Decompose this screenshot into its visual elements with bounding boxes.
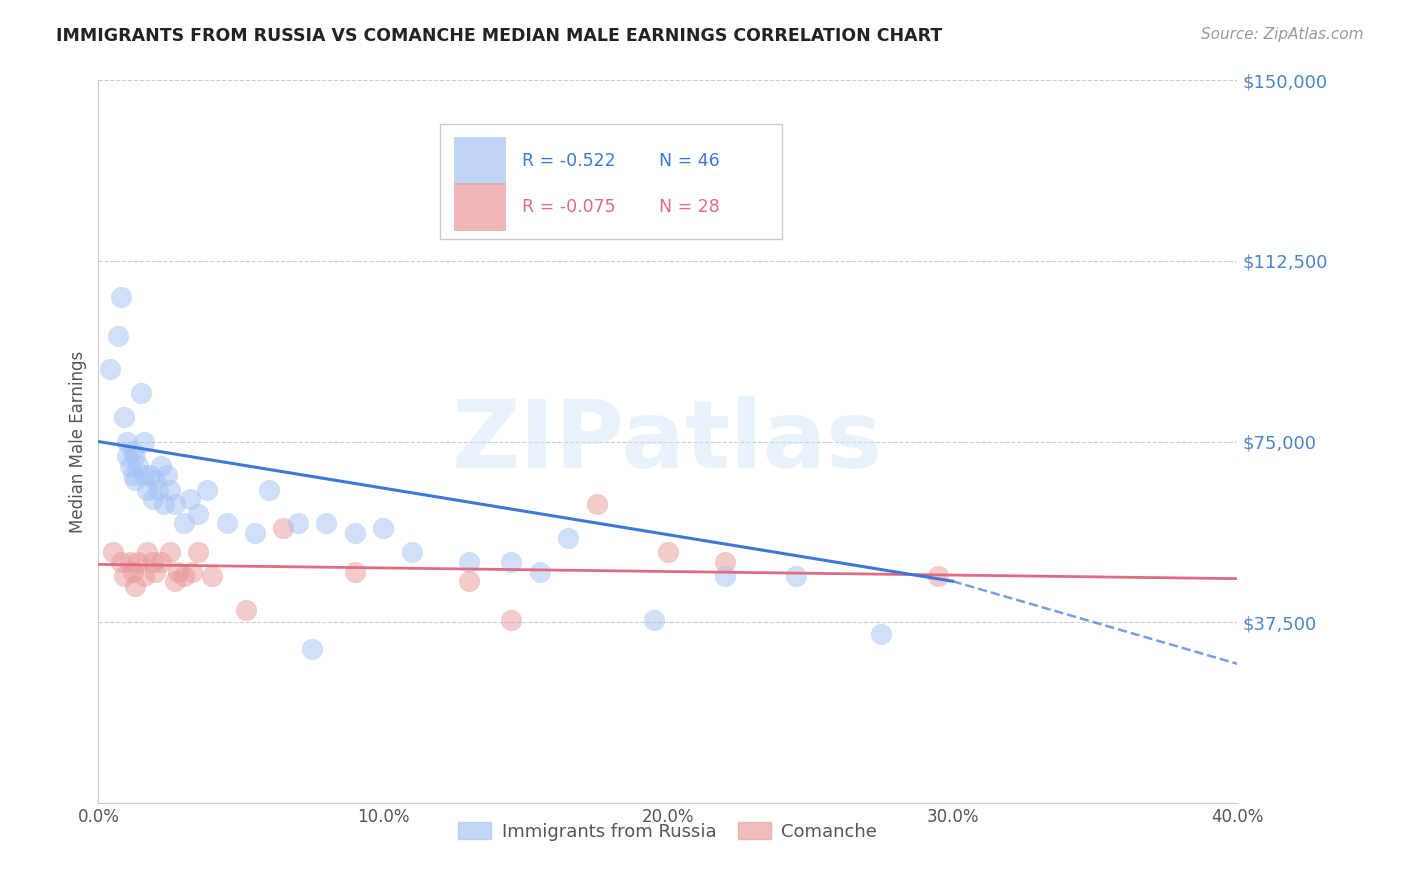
Point — [156, 468, 179, 483]
Point — [110, 555, 132, 569]
Point — [159, 545, 181, 559]
Point — [657, 545, 679, 559]
Point — [373, 521, 395, 535]
Point — [132, 434, 155, 449]
Point — [118, 555, 141, 569]
Point — [785, 569, 807, 583]
Point — [110, 290, 132, 304]
FancyBboxPatch shape — [454, 184, 505, 230]
Point — [107, 328, 129, 343]
Point — [315, 516, 337, 531]
Point — [187, 545, 209, 559]
Point — [153, 497, 176, 511]
Point — [927, 569, 949, 583]
Point — [145, 565, 167, 579]
Legend: Immigrants from Russia, Comanche: Immigrants from Russia, Comanche — [451, 814, 884, 848]
Point — [643, 613, 665, 627]
Point — [179, 492, 201, 507]
Point — [132, 569, 155, 583]
Point — [135, 483, 157, 497]
Point — [165, 574, 187, 589]
Point — [98, 362, 121, 376]
Point — [101, 545, 124, 559]
FancyBboxPatch shape — [454, 137, 505, 184]
Point — [118, 458, 141, 473]
Text: R = -0.522: R = -0.522 — [522, 152, 616, 169]
Point — [148, 483, 170, 497]
Point — [124, 449, 146, 463]
Point — [135, 545, 157, 559]
Point — [301, 641, 323, 656]
Point — [501, 555, 523, 569]
Point — [187, 507, 209, 521]
Point — [235, 603, 257, 617]
Text: Source: ZipAtlas.com: Source: ZipAtlas.com — [1201, 27, 1364, 42]
Point — [121, 444, 143, 458]
Point — [529, 565, 551, 579]
Point — [121, 468, 143, 483]
Text: IMMIGRANTS FROM RUSSIA VS COMANCHE MEDIAN MALE EARNINGS CORRELATION CHART: IMMIGRANTS FROM RUSSIA VS COMANCHE MEDIA… — [56, 27, 942, 45]
Point — [165, 497, 187, 511]
Text: N = 46: N = 46 — [659, 152, 720, 169]
Point — [714, 569, 737, 583]
Point — [115, 449, 138, 463]
Point — [121, 565, 143, 579]
Point — [714, 555, 737, 569]
Point — [173, 516, 195, 531]
Point — [501, 613, 523, 627]
Y-axis label: Median Male Earnings: Median Male Earnings — [69, 351, 87, 533]
Point — [457, 574, 479, 589]
Point — [343, 526, 366, 541]
Text: N = 28: N = 28 — [659, 198, 720, 216]
Point — [173, 569, 195, 583]
Point — [138, 468, 160, 483]
Point — [115, 434, 138, 449]
Point — [112, 569, 135, 583]
Point — [124, 579, 146, 593]
Point — [273, 521, 295, 535]
Point — [141, 555, 163, 569]
Point — [259, 483, 281, 497]
Point — [287, 516, 309, 531]
Point — [129, 386, 152, 401]
Point — [159, 483, 181, 497]
Text: ZIPatlas: ZIPatlas — [453, 395, 883, 488]
Point — [201, 569, 224, 583]
Point — [585, 497, 607, 511]
Point — [195, 483, 218, 497]
Point — [557, 531, 579, 545]
Point — [132, 468, 155, 483]
Point — [215, 516, 238, 531]
Point — [243, 526, 266, 541]
Text: R = -0.075: R = -0.075 — [522, 198, 616, 216]
Point — [343, 565, 366, 579]
Point — [150, 555, 173, 569]
Point — [145, 473, 167, 487]
Point — [181, 565, 204, 579]
FancyBboxPatch shape — [440, 124, 782, 239]
Point — [112, 410, 135, 425]
Point — [457, 555, 479, 569]
Point — [150, 458, 173, 473]
Point — [870, 627, 893, 641]
Point — [124, 473, 146, 487]
Point — [127, 458, 149, 473]
Point — [141, 492, 163, 507]
Point — [127, 555, 149, 569]
Point — [167, 565, 190, 579]
Point — [401, 545, 423, 559]
